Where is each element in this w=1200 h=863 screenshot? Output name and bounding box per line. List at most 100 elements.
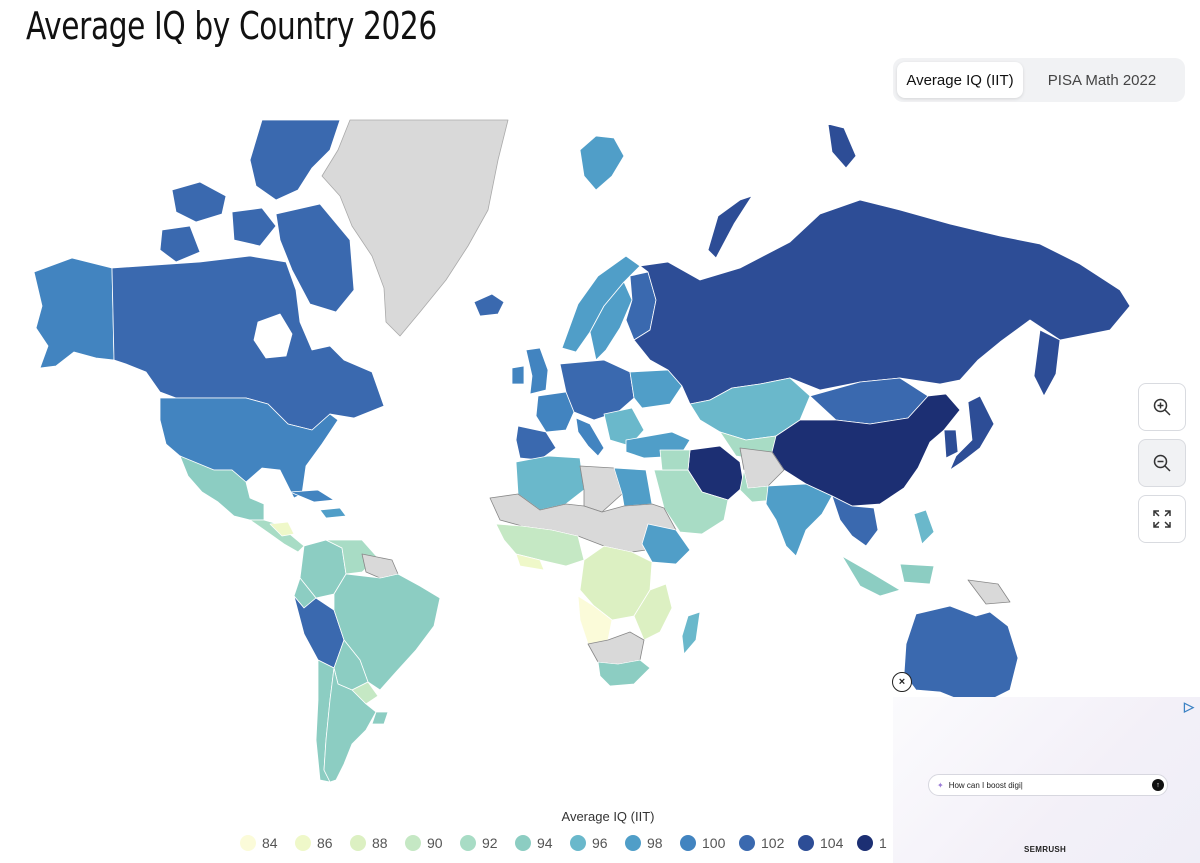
fullscreen-button[interactable] bbox=[1138, 495, 1186, 543]
legend-swatch bbox=[680, 835, 696, 851]
region-canada[interactable] bbox=[111, 255, 385, 431]
region-kamchatka[interactable] bbox=[1033, 329, 1061, 397]
legend-label: 102 bbox=[761, 835, 785, 851]
page-title: Average IQ by Country 2026 bbox=[26, 4, 437, 48]
legend-item: 1 bbox=[857, 835, 912, 851]
world-map[interactable] bbox=[0, 115, 1200, 800]
tab-average-iq[interactable]: Average IQ (IIT) bbox=[897, 62, 1023, 98]
region-png[interactable] bbox=[967, 579, 1011, 605]
zoom-out-icon bbox=[1153, 454, 1171, 472]
legend-label: 92 bbox=[482, 835, 498, 851]
region-east-africa[interactable] bbox=[633, 583, 673, 641]
region-novaya-zemlya[interactable] bbox=[707, 195, 753, 259]
ad-send-button[interactable]: ↑ bbox=[1152, 779, 1164, 791]
legend-item: 102 bbox=[739, 835, 798, 851]
sparkle-icon: ✦ bbox=[937, 780, 944, 790]
ad-close-button[interactable]: × bbox=[892, 672, 912, 692]
fullscreen-icon bbox=[1153, 510, 1171, 528]
legend-label: 86 bbox=[317, 835, 333, 851]
region-horn-of-africa[interactable] bbox=[641, 523, 691, 565]
region-svalbard[interactable] bbox=[579, 135, 625, 191]
zoom-in-button[interactable] bbox=[1138, 383, 1186, 431]
legend-item: 104 bbox=[798, 835, 857, 851]
ad-prompt-text: How can I boost digi| bbox=[948, 780, 1023, 790]
region-west-africa-coast[interactable] bbox=[515, 553, 545, 571]
legend-swatch bbox=[857, 835, 873, 851]
legend-label: 96 bbox=[592, 835, 608, 851]
region-russian-north-islands[interactable] bbox=[827, 123, 857, 169]
region-southeast-asia[interactable] bbox=[831, 495, 879, 547]
legend-label: 1 bbox=[879, 835, 887, 851]
region-cuba[interactable] bbox=[289, 489, 335, 503]
legend-swatch bbox=[460, 835, 476, 851]
region-indonesia[interactable] bbox=[841, 555, 901, 597]
region-russia[interactable] bbox=[633, 199, 1131, 405]
legend-item: 100 bbox=[680, 835, 739, 851]
region-baffin-island[interactable] bbox=[275, 203, 355, 313]
zoom-out-button[interactable] bbox=[1138, 439, 1186, 487]
legend: 84 86 88 90 92 94 96 98 100 102 104 1 bbox=[240, 835, 912, 851]
legend-label: 88 bbox=[372, 835, 388, 851]
legend-item: 98 bbox=[625, 835, 680, 851]
tab-pisa-math[interactable]: PISA Math 2022 bbox=[1047, 71, 1157, 89]
region-japan[interactable] bbox=[949, 395, 995, 471]
region-greenland[interactable] bbox=[321, 119, 509, 337]
region-canadian-arctic-2[interactable] bbox=[171, 181, 227, 223]
zoom-in-icon bbox=[1153, 398, 1171, 416]
region-australia[interactable] bbox=[903, 605, 1019, 701]
legend-item: 88 bbox=[350, 835, 405, 851]
legend-swatch bbox=[295, 835, 311, 851]
region-norway[interactable] bbox=[561, 255, 641, 353]
legend-swatch bbox=[350, 835, 366, 851]
region-guianas[interactable] bbox=[361, 553, 399, 579]
region-west-africa[interactable] bbox=[495, 523, 585, 567]
region-south-africa[interactable] bbox=[597, 659, 651, 687]
dataset-tabs: Average IQ (IIT) PISA Math 2022 bbox=[893, 58, 1185, 102]
region-uruguay[interactable] bbox=[371, 711, 389, 725]
region-uk[interactable] bbox=[525, 347, 549, 395]
region-alaska[interactable] bbox=[33, 257, 115, 369]
legend-item: 90 bbox=[405, 835, 460, 851]
legend-swatch bbox=[798, 835, 814, 851]
legend-label: 94 bbox=[537, 835, 553, 851]
region-ireland[interactable] bbox=[511, 365, 525, 385]
region-canadian-arctic-3[interactable] bbox=[231, 207, 277, 247]
region-sweden[interactable] bbox=[589, 281, 633, 361]
legend-item: 84 bbox=[240, 835, 295, 851]
region-italy[interactable] bbox=[575, 417, 605, 457]
legend-item: 96 bbox=[570, 835, 625, 851]
legend-label: 104 bbox=[820, 835, 844, 851]
region-argentina[interactable] bbox=[323, 667, 377, 783]
legend-label: 90 bbox=[427, 835, 443, 851]
region-canadian-arctic-4[interactable] bbox=[159, 225, 201, 263]
region-philippines[interactable] bbox=[913, 509, 935, 545]
legend-swatch bbox=[515, 835, 531, 851]
legend-swatch bbox=[739, 835, 755, 851]
region-indonesia-2[interactable] bbox=[899, 563, 935, 585]
legend-swatch bbox=[570, 835, 586, 851]
legend-swatch bbox=[240, 835, 256, 851]
region-arabia[interactable] bbox=[653, 469, 729, 535]
legend-label: 98 bbox=[647, 835, 663, 851]
region-iceland[interactable] bbox=[473, 293, 505, 317]
region-egypt[interactable] bbox=[613, 467, 653, 507]
legend-title: Average IQ (IIT) bbox=[561, 809, 655, 824]
region-canadian-arctic[interactable] bbox=[249, 119, 341, 201]
region-india[interactable] bbox=[765, 483, 833, 557]
legend-item: 86 bbox=[295, 835, 350, 851]
legend-label: 84 bbox=[262, 835, 278, 851]
region-hudson-bay[interactable] bbox=[253, 313, 293, 359]
region-madagascar[interactable] bbox=[681, 611, 701, 655]
ad-brand-logo: SEMRUSH bbox=[1024, 845, 1067, 854]
legend-label: 100 bbox=[702, 835, 726, 851]
legend-item: 92 bbox=[460, 835, 515, 851]
legend-swatch bbox=[405, 835, 421, 851]
region-iraq-syria[interactable] bbox=[659, 449, 691, 471]
ad-choices-icon[interactable]: ▷ bbox=[1184, 699, 1194, 714]
region-hispaniola[interactable] bbox=[319, 507, 347, 519]
ad-prompt-input[interactable]: ✦ How can I boost digi| bbox=[928, 774, 1168, 796]
region-korea[interactable] bbox=[943, 429, 959, 459]
region-honduras[interactable] bbox=[269, 521, 295, 537]
legend-swatch bbox=[625, 835, 641, 851]
region-kazakhstan[interactable] bbox=[689, 377, 811, 441]
